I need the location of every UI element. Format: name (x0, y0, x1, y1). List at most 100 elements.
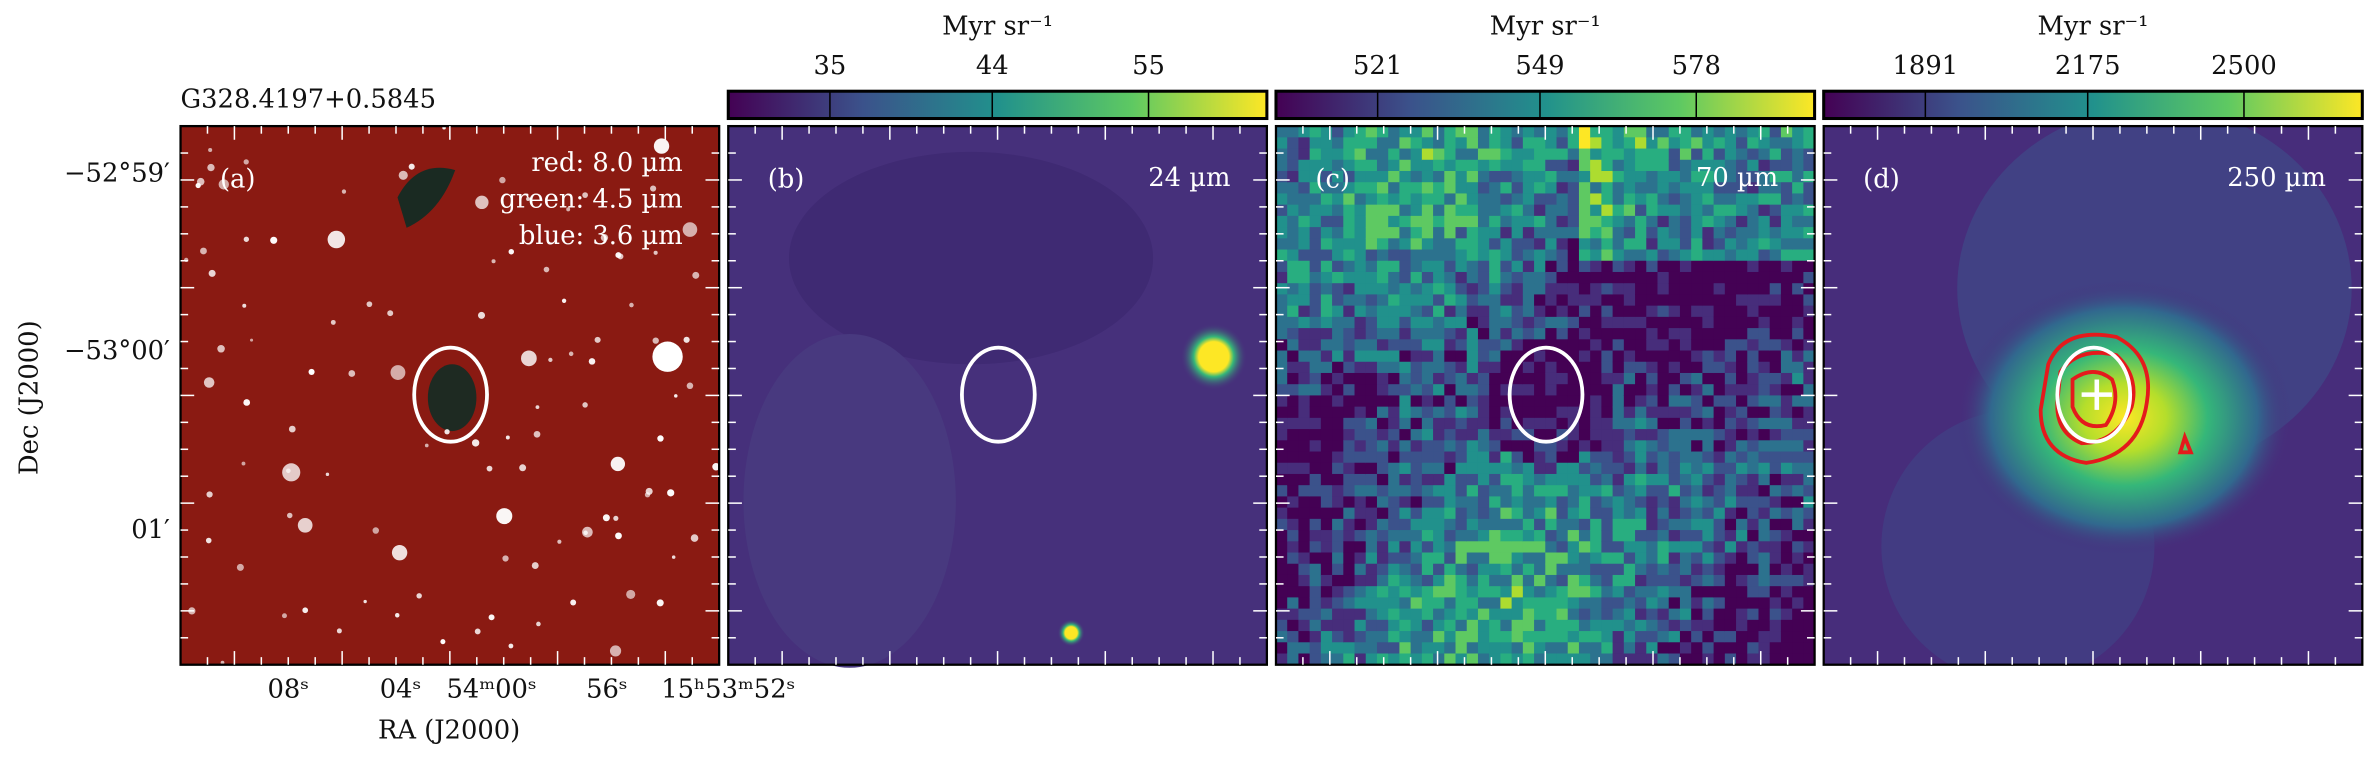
pixel (1376, 574, 1389, 587)
pixel (1489, 653, 1502, 665)
pixel (1556, 496, 1569, 509)
pixel (1758, 473, 1771, 486)
x-tick-label: 54ᵐ00ˢ (447, 675, 537, 705)
pixel (1309, 552, 1322, 565)
pixel (1433, 440, 1445, 453)
pixel (1511, 249, 1524, 262)
pixel (1567, 440, 1580, 453)
pixel (1679, 227, 1692, 239)
pixel (1365, 170, 1378, 183)
pixel (1736, 294, 1748, 307)
pixel (1444, 406, 1457, 419)
pixel (1556, 395, 1569, 408)
pixel (1399, 440, 1412, 453)
pixel (1320, 148, 1333, 161)
pixel (1275, 384, 1288, 397)
pixel (1388, 328, 1401, 340)
pixel (1365, 328, 1378, 340)
colorbar-tick-label: 2500 (2211, 51, 2277, 81)
pixel (1803, 496, 1815, 509)
star (207, 163, 215, 172)
pixel (1668, 339, 1681, 352)
pixel (1769, 215, 1782, 228)
star (243, 399, 251, 406)
star (336, 628, 342, 634)
pixel (1747, 372, 1760, 385)
pixel (1365, 283, 1378, 296)
pixel (1803, 339, 1815, 352)
star (488, 614, 495, 621)
pixel (1758, 485, 1771, 498)
pixel (1736, 429, 1748, 441)
colorbar-tick-label: 35 (814, 51, 847, 81)
pixel (1421, 339, 1434, 352)
pixel (1679, 395, 1692, 408)
pixel (1545, 530, 1558, 542)
pixel (1511, 283, 1524, 296)
pixel (1780, 541, 1793, 554)
pixel (1646, 316, 1659, 329)
pixel (1780, 451, 1793, 464)
pixel (1332, 619, 1344, 632)
pixel (1343, 170, 1356, 183)
pixel (1275, 271, 1288, 284)
pixel (1590, 462, 1603, 475)
pixel (1769, 574, 1782, 587)
pixel (1590, 530, 1603, 542)
pixel (1489, 372, 1502, 385)
pixel (1534, 485, 1546, 498)
pixel (1298, 496, 1311, 509)
pixel (1736, 283, 1748, 296)
pixel (1320, 586, 1333, 599)
pixel (1679, 597, 1692, 610)
pixel (1421, 429, 1434, 441)
pixel (1433, 316, 1445, 329)
pixel (1511, 451, 1524, 464)
pixel (1657, 283, 1670, 296)
pixel (1556, 260, 1569, 273)
pixel (1724, 126, 1737, 138)
band-annotation: red: 8.0 µm (531, 148, 682, 178)
pixel (1758, 316, 1771, 329)
pixel (1376, 451, 1389, 464)
pixel (1477, 574, 1490, 587)
pixel (1410, 631, 1423, 643)
pixel (1500, 328, 1513, 340)
pixel (1769, 496, 1782, 509)
pixel (1343, 462, 1356, 475)
pixel (1298, 608, 1311, 621)
pixel (1780, 137, 1793, 150)
pixel (1803, 440, 1815, 453)
pixel (1769, 451, 1782, 464)
pixel (1410, 485, 1423, 498)
pixel (1545, 574, 1558, 587)
pixel (1298, 339, 1311, 352)
pixel (1320, 193, 1333, 206)
pixel (1275, 316, 1288, 329)
pixel (1612, 148, 1625, 161)
pixel (1747, 159, 1760, 172)
colorbar-unit: Myr sr⁻¹ (2038, 11, 2149, 41)
pixel (1780, 305, 1793, 318)
pixel (1489, 204, 1502, 217)
pixel (1747, 305, 1760, 318)
pixel (1444, 384, 1457, 397)
pixel (1702, 204, 1715, 217)
pixel (1511, 193, 1524, 206)
pixel (1489, 406, 1502, 419)
pixel (1287, 238, 1300, 251)
pixel (1444, 339, 1457, 352)
pixel (1444, 249, 1457, 262)
pixel (1354, 541, 1367, 554)
pixel (1803, 574, 1815, 587)
pixel (1365, 238, 1378, 251)
pixel (1612, 283, 1625, 296)
pixel (1309, 395, 1322, 408)
pixel (1556, 406, 1569, 419)
pixel (1376, 238, 1389, 251)
pixel (1691, 372, 1703, 385)
pixel (1534, 316, 1546, 329)
pixel (1343, 552, 1356, 565)
pixel (1657, 294, 1670, 307)
pixel (1590, 518, 1603, 531)
